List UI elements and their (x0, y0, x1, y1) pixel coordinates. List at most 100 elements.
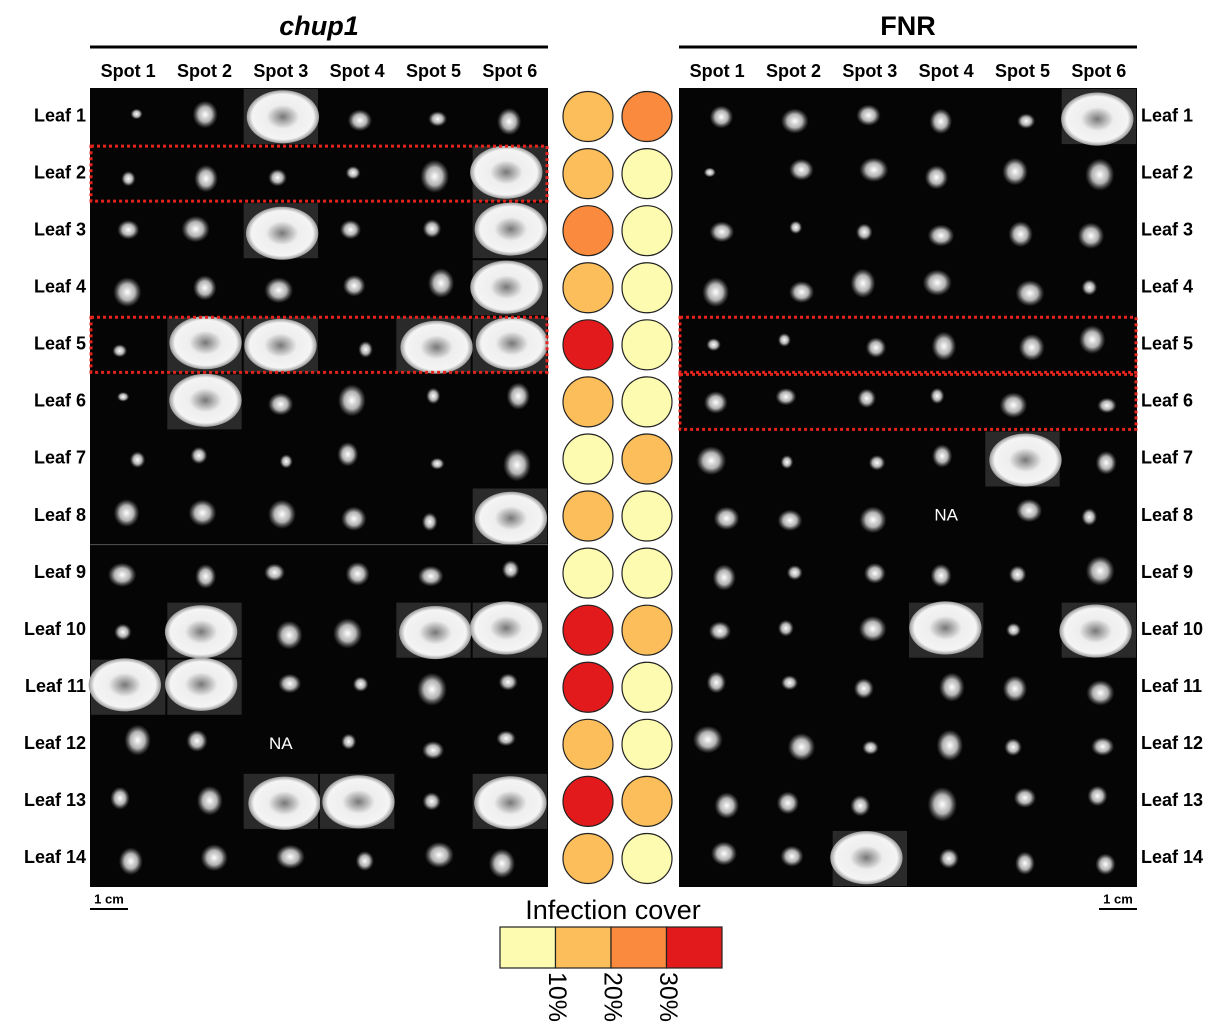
lesion (113, 277, 141, 307)
lesion (193, 275, 216, 300)
infection-circle (563, 776, 613, 826)
legend-label: 20% (598, 972, 626, 1022)
lesion (197, 786, 223, 816)
lesion (775, 388, 796, 405)
infection-circle (563, 149, 613, 199)
spot-label: Spot 6 (482, 61, 537, 81)
lesion (1019, 334, 1045, 361)
infection-circle (563, 833, 613, 883)
leaf-label: Leaf 3 (1141, 219, 1193, 239)
lesion (110, 787, 129, 810)
leaf-label: Leaf 12 (1141, 733, 1203, 753)
lesion (108, 563, 137, 587)
lesion-large (909, 601, 981, 654)
leaf-label: Leaf 1 (1141, 105, 1193, 125)
lesion (121, 171, 135, 186)
lesion (1015, 280, 1044, 306)
lesion (929, 109, 952, 135)
lesion (1017, 113, 1035, 128)
lesion (864, 563, 886, 584)
lesion-large (169, 316, 241, 369)
lesion (1086, 680, 1114, 706)
legend-swatch (667, 927, 723, 968)
lesion (346, 562, 370, 586)
lesion (696, 446, 726, 475)
infection-circle (622, 833, 672, 883)
spot-label: Spot 4 (919, 61, 974, 81)
lesion (789, 221, 802, 234)
lesion-large (989, 433, 1061, 486)
lesion (1086, 556, 1115, 586)
lesion (1085, 158, 1114, 190)
image-grid (679, 88, 1137, 887)
lesion (193, 101, 218, 129)
lesion (1009, 566, 1026, 584)
lesion (1003, 675, 1027, 702)
leaf-label: Leaf 1 (34, 105, 86, 125)
infection-circle (622, 149, 672, 199)
lesion (789, 281, 814, 303)
lesion (422, 513, 438, 532)
lesion (117, 392, 129, 402)
lesion (781, 108, 809, 133)
lesion-large (470, 601, 542, 654)
leaf-label: Leaf 10 (24, 619, 86, 639)
leaf-label: Leaf 5 (34, 334, 86, 354)
lesion (356, 851, 374, 871)
lesion-large (165, 605, 237, 658)
lesion-large (244, 319, 316, 372)
lesion (1006, 623, 1021, 637)
lesion-large (1061, 93, 1133, 146)
lesion (923, 269, 952, 295)
lesion (789, 159, 813, 181)
lesion (859, 616, 887, 642)
lesion (1095, 853, 1115, 875)
lesion-large (246, 207, 318, 260)
lesion (503, 448, 531, 481)
lesion (343, 275, 366, 297)
lesion (425, 842, 454, 868)
lesion (268, 500, 296, 529)
lesion (268, 393, 293, 416)
lesion-large (470, 261, 542, 314)
lesion (854, 678, 874, 698)
lesion (693, 726, 723, 754)
lesion (191, 447, 208, 464)
infection-circle (622, 92, 672, 142)
lesion (778, 510, 803, 531)
infection-circle (622, 548, 672, 598)
lesion (1097, 398, 1116, 413)
lesion (114, 624, 131, 641)
lesion-large (475, 492, 547, 545)
leaf-label: Leaf 2 (34, 162, 86, 182)
lesion (428, 111, 447, 126)
lesion (939, 848, 959, 868)
infection-circle (563, 377, 613, 427)
lesion (181, 216, 209, 243)
spot-label: Spot 3 (253, 61, 308, 81)
lesion-large (475, 203, 547, 256)
spot-label: Spot 1 (690, 61, 745, 81)
lesion (713, 564, 736, 590)
lesion (787, 565, 803, 580)
lesion-large (169, 374, 241, 427)
leaf-label: Leaf 14 (24, 847, 86, 867)
infection-circle (563, 548, 613, 598)
lesion (710, 221, 735, 242)
lesion (276, 845, 305, 869)
lesion (1002, 158, 1028, 186)
lesion (124, 725, 151, 756)
lesion (1000, 392, 1028, 418)
lesion-large (476, 317, 548, 370)
lesion (131, 109, 143, 120)
lesion (781, 455, 794, 469)
leaf-label: Leaf 6 (34, 391, 86, 411)
lesion (489, 849, 515, 879)
infection-circle (622, 320, 672, 370)
lesion (130, 452, 145, 468)
infection-circle (622, 662, 672, 712)
lesion (420, 160, 449, 193)
leaf-label: Leaf 4 (1141, 277, 1193, 297)
lesion (788, 733, 815, 761)
lesion-large (248, 777, 320, 830)
